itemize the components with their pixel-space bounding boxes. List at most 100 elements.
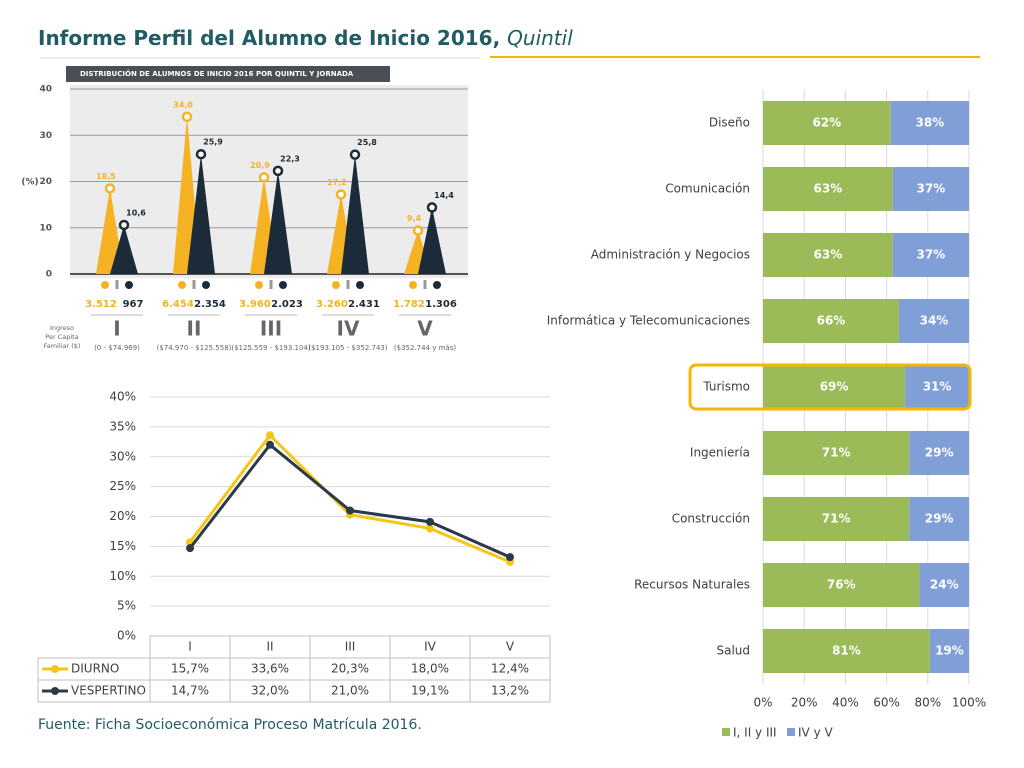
sun-icon (178, 281, 186, 289)
value-label: 24% (930, 578, 959, 592)
point (426, 524, 434, 533)
bar-segment (919, 563, 969, 607)
x-tick-label: 20% (791, 696, 818, 710)
category-label: III (260, 317, 282, 341)
value-label: 25,8 (357, 138, 377, 147)
category-label: Diseño (709, 116, 750, 130)
value-label: 76% (827, 578, 856, 592)
count-label: 1.782 (393, 299, 425, 310)
category-label: Ingeniería (690, 446, 750, 460)
bar-segment (763, 563, 920, 607)
spike-marker (412, 225, 424, 236)
title-text: Informe Perfil del Alumno de Inicio 2016… (38, 26, 500, 50)
legend-label: I, II y III (733, 726, 777, 740)
legend-label: VESPERTINO (71, 684, 146, 698)
y-tick-label: 20% (109, 509, 136, 523)
moon-icon (125, 281, 133, 289)
value-label: 37% (917, 248, 946, 262)
category-label: Turismo (702, 380, 750, 394)
title-emphasis: Quintil (507, 26, 573, 50)
category-label: Salud (716, 644, 750, 658)
bar-segment (892, 233, 969, 277)
value-label: 66% (817, 314, 846, 328)
infographic-title: DISTRIBUCIÓN DE ALUMNOS DE INICIO 2016 P… (80, 69, 354, 78)
table-cell: 13,2% (491, 684, 529, 698)
bar-segment (763, 299, 899, 343)
person-icon (269, 280, 273, 289)
category-label: Comunicación (665, 182, 750, 196)
spike (110, 224, 138, 274)
sun-icon (255, 281, 263, 289)
y-tick-label: 10% (109, 569, 136, 583)
y-tick-label: 5% (117, 599, 136, 613)
bar-segment (763, 629, 930, 673)
bar-segment (905, 365, 969, 409)
category-label: Recursos Naturales (634, 578, 750, 592)
count-label: 2.354 (194, 299, 226, 310)
table-cell: 15,7% (171, 662, 209, 676)
category-label: V (417, 317, 433, 341)
income-label: Per Capita (45, 333, 78, 341)
value-label: 19% (935, 644, 964, 658)
highlight-box (688, 363, 972, 411)
x-tick-label: IV (424, 640, 437, 654)
x-tick-label: 100% (952, 696, 986, 710)
person-icon (192, 280, 196, 289)
point (506, 553, 514, 562)
income-label: Ingreso (50, 324, 74, 332)
value-label: 29% (925, 446, 954, 460)
y-axis-label: (%) (21, 178, 38, 188)
source: Fuente: Ficha Socioeconómica Proceso Mat… (38, 717, 422, 733)
x-tick-label: 0% (753, 696, 772, 710)
spike-marker (426, 202, 438, 213)
count-label: 2.431 (348, 299, 380, 310)
spike-marker (349, 149, 361, 160)
point (266, 440, 274, 449)
y-tick-label: 15% (109, 539, 136, 553)
legend-label: IV y V (798, 726, 833, 740)
point (266, 431, 274, 440)
count-label: 967 (123, 299, 144, 310)
category-label: IV (337, 317, 360, 341)
x-tick-label: III (345, 640, 356, 654)
x-tick-label: I (188, 640, 192, 654)
moon-icon (202, 281, 210, 289)
value-label: 14,4 (434, 191, 454, 200)
bar-segment (763, 233, 893, 277)
person-icon (423, 280, 427, 289)
point (426, 517, 434, 526)
legend-marker (51, 665, 59, 673)
value-label: 31% (923, 380, 952, 394)
legend-marker (51, 687, 59, 695)
range-label: ($125.559 - $193.104) (231, 344, 311, 352)
value-label: 38% (915, 116, 944, 130)
value-label: 34,0 (173, 100, 193, 109)
count-label: 6.454 (162, 299, 194, 310)
x-tick-label: 80% (914, 696, 941, 710)
spike (418, 207, 446, 274)
range-label: ($74.970 - $125.558) (157, 344, 232, 352)
spike-marker (118, 219, 130, 231)
bar-segment (892, 167, 969, 211)
bar-segment (763, 167, 893, 211)
value-label: 22,3 (280, 154, 300, 163)
y-tick-label: 10 (39, 223, 52, 233)
range-label: ($352.744 y más) (394, 344, 456, 352)
y-tick-label: 25% (109, 479, 136, 493)
spike-marker (181, 111, 193, 122)
value-label: 37% (917, 182, 946, 196)
count-label: 1.306 (425, 299, 457, 310)
count-label: 3.960 (239, 299, 271, 310)
y-tick-label: 20 (39, 177, 52, 187)
income-label: Familiar ($) (44, 342, 81, 350)
spike (187, 154, 215, 274)
value-label: 81% (832, 644, 861, 658)
bar-segment (763, 101, 891, 145)
moon-icon (356, 281, 364, 289)
value-label: 63% (814, 182, 843, 196)
category-label: Construcción (672, 512, 750, 526)
value-label: 71% (822, 446, 851, 460)
table-cell: 33,6% (251, 662, 289, 676)
bar-segment (929, 629, 969, 673)
